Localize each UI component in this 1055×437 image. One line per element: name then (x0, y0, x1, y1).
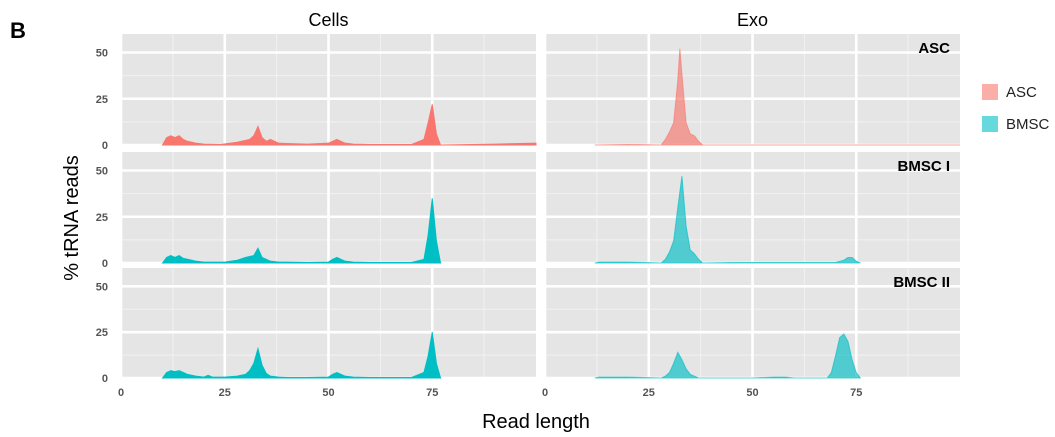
legend-key-1 (982, 116, 998, 132)
y-tick-label: 0 (102, 140, 108, 152)
panel-0-0 (119, 34, 536, 147)
area-series-1 (594, 48, 960, 146)
facet-row-label-2: BMSC II (893, 274, 950, 291)
area-series-5 (594, 333, 862, 379)
x-tick-label: 25 (219, 387, 231, 399)
panel-2-0 (119, 268, 536, 380)
panel-2-1 (543, 268, 960, 380)
y-tick-label: 0 (102, 258, 108, 270)
legend-key-0 (982, 84, 998, 100)
facet-col-label-1: Exo (737, 10, 768, 30)
y-axis-title: % tRNA reads (61, 155, 83, 281)
x-axis-title: Read length (482, 411, 590, 433)
x-tick-label: 50 (746, 387, 758, 399)
legend-label-0: ASC (1006, 84, 1037, 101)
area-series-4 (161, 332, 442, 379)
y-tick-label: 25 (96, 94, 108, 106)
x-tick-label: 50 (322, 387, 334, 399)
y-tick-label: 50 (96, 281, 108, 293)
panel-1-0 (119, 152, 536, 265)
facet-panels: Cells Exo ASC BMSC I BMSC II 0 25 50 0 25 50 0 25 50 0… (96, 10, 960, 399)
x-tick-label: 0 (542, 387, 548, 399)
y-tick-label: 25 (96, 327, 108, 339)
facet-col-label-0: Cells (308, 10, 348, 30)
area-series-3 (594, 175, 861, 264)
y-tick-label: 50 (96, 166, 108, 178)
area-series-2 (161, 198, 442, 264)
facet-row-label-1: BMSC I (898, 158, 951, 175)
x-tick-label: 75 (850, 387, 862, 399)
area-series-0 (161, 104, 537, 146)
x-tick-label: 25 (643, 387, 655, 399)
legend: ASC BMSC (982, 84, 1050, 133)
panel-0-1 (543, 34, 960, 147)
x-tick-label: 0 (118, 387, 124, 399)
y-tick-label: 50 (96, 48, 108, 60)
figure-panel-label: B (10, 18, 26, 43)
facet-row-label-0: ASC (918, 40, 950, 57)
x-tick-label: 75 (426, 387, 438, 399)
y-tick-label: 0 (102, 373, 108, 385)
y-tick-label: 25 (96, 212, 108, 224)
legend-label-1: BMSC (1006, 116, 1050, 133)
